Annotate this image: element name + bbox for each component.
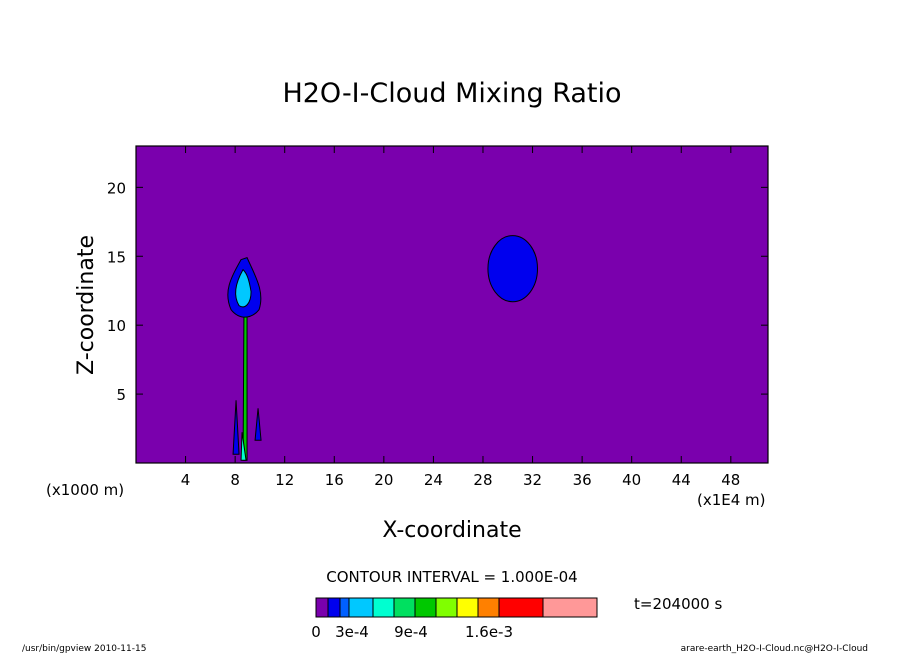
x-tick-label: 36 xyxy=(573,471,592,489)
y-tick-label: 20 xyxy=(107,179,126,197)
colorbar-label: 0 xyxy=(311,623,321,641)
x-tick-label: 20 xyxy=(374,471,393,489)
y-axis-title: Z-coordinate xyxy=(74,235,99,375)
colorbar-swatch xyxy=(339,597,350,618)
colorbar-label: 3e-4 xyxy=(335,623,369,641)
colorbar-swatch xyxy=(414,597,437,618)
x-tick-label: 16 xyxy=(325,471,344,489)
column-stem xyxy=(242,297,248,461)
footer-left: /usr/bin/gpview 2010-11-15 xyxy=(22,644,146,654)
x-tick-label: 4 xyxy=(181,471,191,489)
contour-interval-label: CONTOUR INTERVAL = 1.000E-04 xyxy=(326,568,577,586)
colorbar-swatch xyxy=(372,597,395,618)
y-tick-label: 10 xyxy=(107,317,126,335)
colorbar-label: 1.6e-3 xyxy=(465,623,513,641)
y-tick-label: 5 xyxy=(116,386,126,404)
x-unit-left: (x1000 m) xyxy=(46,481,124,499)
colorbar-swatch xyxy=(542,597,598,618)
column-head-core xyxy=(235,268,252,308)
chart-title: H2O-I-Cloud Mixing Ratio xyxy=(282,78,621,109)
colorbar-swatch xyxy=(456,597,479,618)
colorbar-swatch xyxy=(348,597,374,618)
colorbar-swatch xyxy=(315,597,329,618)
x-tick-label: 48 xyxy=(721,471,740,489)
convective-column xyxy=(227,257,262,461)
colorbar xyxy=(315,597,598,618)
x-tick-label: 8 xyxy=(230,471,240,489)
x-tick-label: 24 xyxy=(424,471,443,489)
x-tick-label: 32 xyxy=(523,471,542,489)
colorbar-swatch xyxy=(435,597,458,618)
colorbar-labels: 0 3e-4 9e-4 1.6e-3 xyxy=(311,623,513,641)
time-label: t=204000 s xyxy=(634,595,722,613)
footer-right: arare-earth_H2O-I-Cloud.nc@H2O-I-Cloud xyxy=(681,644,868,654)
x-tick-label: 12 xyxy=(275,471,294,489)
cloud-blob-contour xyxy=(487,235,539,303)
colorbar-label: 9e-4 xyxy=(394,623,428,641)
colorbar-swatch xyxy=(393,597,416,618)
x-axis-title: X-coordinate xyxy=(382,518,521,543)
x-tick-label: 40 xyxy=(622,471,641,489)
column-base xyxy=(240,432,247,461)
x-unit-right: (x1E4 m) xyxy=(697,491,766,509)
colorbar-swatch xyxy=(327,597,341,618)
colorbar-swatch xyxy=(498,597,544,618)
x-tick-label: 44 xyxy=(672,471,691,489)
x-tick-label: 28 xyxy=(473,471,492,489)
y-tick-label: 15 xyxy=(107,248,126,266)
colorbar-swatch xyxy=(477,597,500,618)
column-wisp-right xyxy=(254,408,262,441)
column-wisp-left xyxy=(232,400,240,455)
